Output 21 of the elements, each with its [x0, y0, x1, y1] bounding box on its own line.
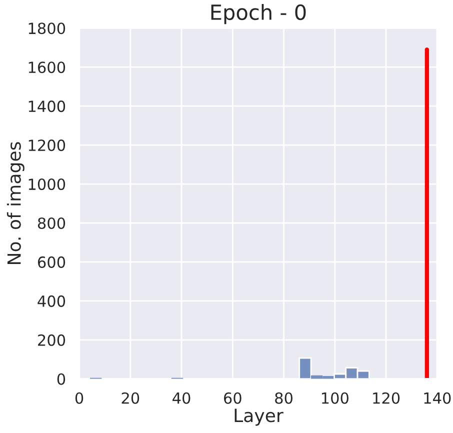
x-axis-title: Layer: [234, 408, 284, 426]
x-tick-label: 0: [75, 392, 84, 404]
x-tick-label: 120: [373, 392, 400, 404]
x-tick-label: 140: [424, 392, 451, 404]
y-axis-title: No. of images: [6, 142, 24, 264]
y-tick-label: 600: [38, 256, 66, 268]
x-tick-label: 100: [322, 392, 348, 404]
x-tick-label: 80: [275, 392, 292, 404]
y-tick-label: 1200: [28, 140, 66, 152]
y-tick-label: 400: [38, 295, 66, 307]
y-tick-label: 0: [57, 373, 66, 385]
y-tick-label: 1600: [28, 62, 66, 74]
y-tick-label: 800: [38, 217, 66, 230]
y-tick-label: 1400: [28, 100, 66, 112]
y-tick-label: 1800: [28, 22, 66, 34]
y-tick-label: 200: [38, 334, 66, 346]
x-tick-label: 60: [224, 392, 242, 404]
x-tick-label: 20: [122, 392, 140, 404]
x-tick-label: 40: [172, 392, 190, 404]
chart-title: Epoch - 0: [211, 4, 306, 24]
y-tick-label: 1000: [28, 178, 66, 190]
